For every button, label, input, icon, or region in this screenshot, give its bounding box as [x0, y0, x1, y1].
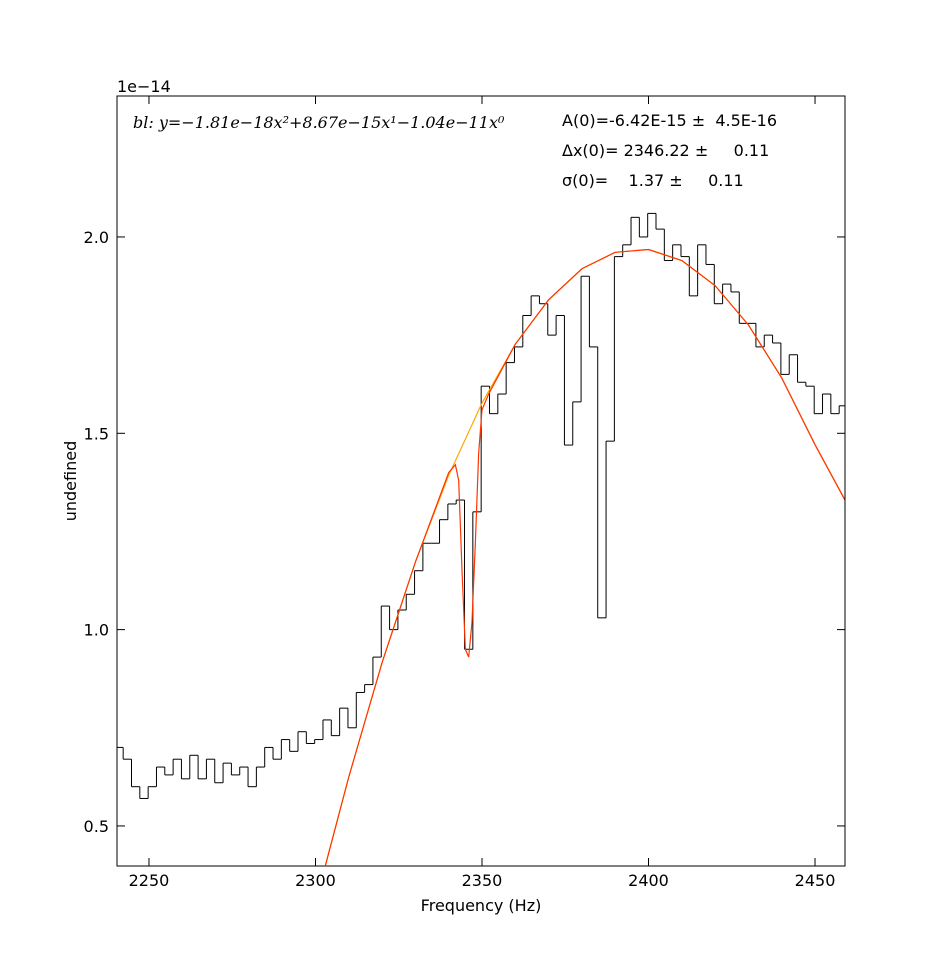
x-tick-label: 2450	[795, 871, 836, 890]
fit-annotation: Δx(0)= 2346.22 ± 0.11	[562, 141, 769, 160]
y-axis-label: undefined	[61, 441, 80, 522]
fit-curve	[324, 248, 845, 866]
y-tick-label: 1.5	[84, 424, 109, 443]
y-tick-label: 1.0	[84, 621, 109, 640]
y-tick-label: 0.5	[84, 817, 109, 836]
x-tick-label: 2250	[129, 871, 170, 890]
plot-layer	[117, 212, 845, 866]
x-tick-label: 2300	[295, 871, 336, 890]
x-tick-label: 2400	[628, 871, 669, 890]
baseline-annotation: bl: y=−1.81e−18x²+8.67e−15x¹−1.04e−11x⁰	[133, 113, 505, 132]
fit-annotation: A(0)=-6.42E-15 ± 4.5E-16	[562, 111, 777, 130]
x-axis-label: Frequency (Hz)	[421, 896, 542, 915]
fit-annotation: σ(0)= 1.37 ± 0.11	[562, 171, 744, 190]
axes-frame	[116, 95, 846, 867]
y-tick-label: 2.0	[84, 228, 109, 247]
y-offset-label: 1e−14	[117, 77, 171, 96]
x-tick-label: 2350	[462, 871, 503, 890]
